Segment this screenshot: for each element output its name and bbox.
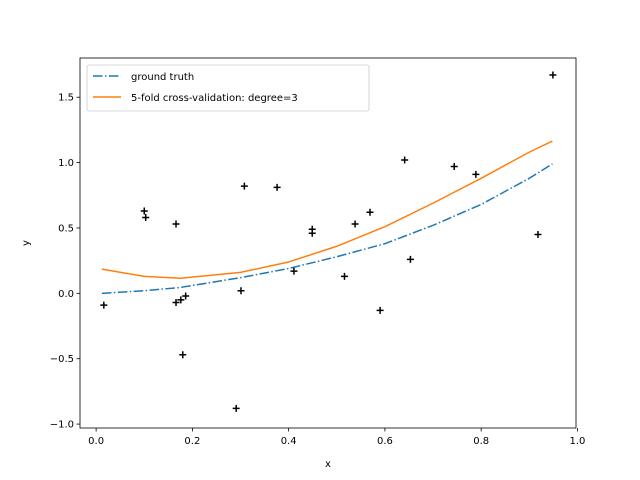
sample-point xyxy=(549,71,557,79)
sample-point xyxy=(179,351,187,359)
sample-point xyxy=(376,306,384,314)
sample-point xyxy=(472,170,480,178)
axes xyxy=(79,57,577,429)
sample-point xyxy=(237,287,245,295)
x-tick-label: 0.4 xyxy=(281,436,297,447)
y-axis-label: y xyxy=(21,240,32,246)
x-tick-label: 1.0 xyxy=(569,436,585,447)
sample-point xyxy=(142,214,150,222)
y-tick-label: −1.0 xyxy=(50,420,74,431)
axes-frame xyxy=(79,57,577,429)
x-axis-label: x xyxy=(325,459,331,470)
sample-point xyxy=(401,156,409,164)
plot-area xyxy=(100,71,557,412)
sample-point xyxy=(450,163,458,171)
sample-point xyxy=(240,182,248,190)
cross-validation-fit-line xyxy=(101,140,553,280)
y-ticks: −1.0 −0.5 0.0 0.5 1.0 1.5 xyxy=(50,93,80,431)
sample-point xyxy=(340,272,348,280)
x-ticks: 0.0 0.2 0.4 0.6 0.8 1.0 xyxy=(88,428,585,447)
x-tick-label: 0.0 xyxy=(88,436,104,447)
sample-point xyxy=(182,292,190,300)
sample-point xyxy=(177,296,185,304)
sample-point xyxy=(351,220,359,228)
y-tick-label: −0.5 xyxy=(50,354,74,365)
sample-point xyxy=(308,229,316,237)
y-tick-label: 1.5 xyxy=(58,93,74,104)
legend-label-cross-validation: 5-fold cross-validation: degree=3 xyxy=(131,93,298,104)
legend-box xyxy=(86,64,370,112)
sample-point xyxy=(172,220,180,228)
sample-point xyxy=(366,208,374,216)
sample-point xyxy=(140,207,148,215)
sample-point xyxy=(406,255,414,263)
sample-points xyxy=(100,71,557,412)
x-tick-label: 0.2 xyxy=(184,436,200,447)
sample-point xyxy=(534,231,542,239)
sample-point xyxy=(290,267,298,275)
legend: ground truth 5-fold cross-validation: de… xyxy=(86,64,370,112)
y-tick-label: 0.5 xyxy=(58,223,74,234)
sample-point xyxy=(273,183,281,191)
sample-point xyxy=(100,301,108,309)
x-tick-label: 0.8 xyxy=(473,436,489,447)
sample-point xyxy=(172,298,180,306)
x-tick-label: 0.6 xyxy=(377,436,393,447)
y-tick-label: 0.0 xyxy=(58,289,74,300)
legend-label-ground-truth: ground truth xyxy=(131,72,194,83)
ground-truth-line xyxy=(101,163,553,295)
y-tick-label: 1.0 xyxy=(58,158,74,169)
sample-point xyxy=(232,404,240,412)
